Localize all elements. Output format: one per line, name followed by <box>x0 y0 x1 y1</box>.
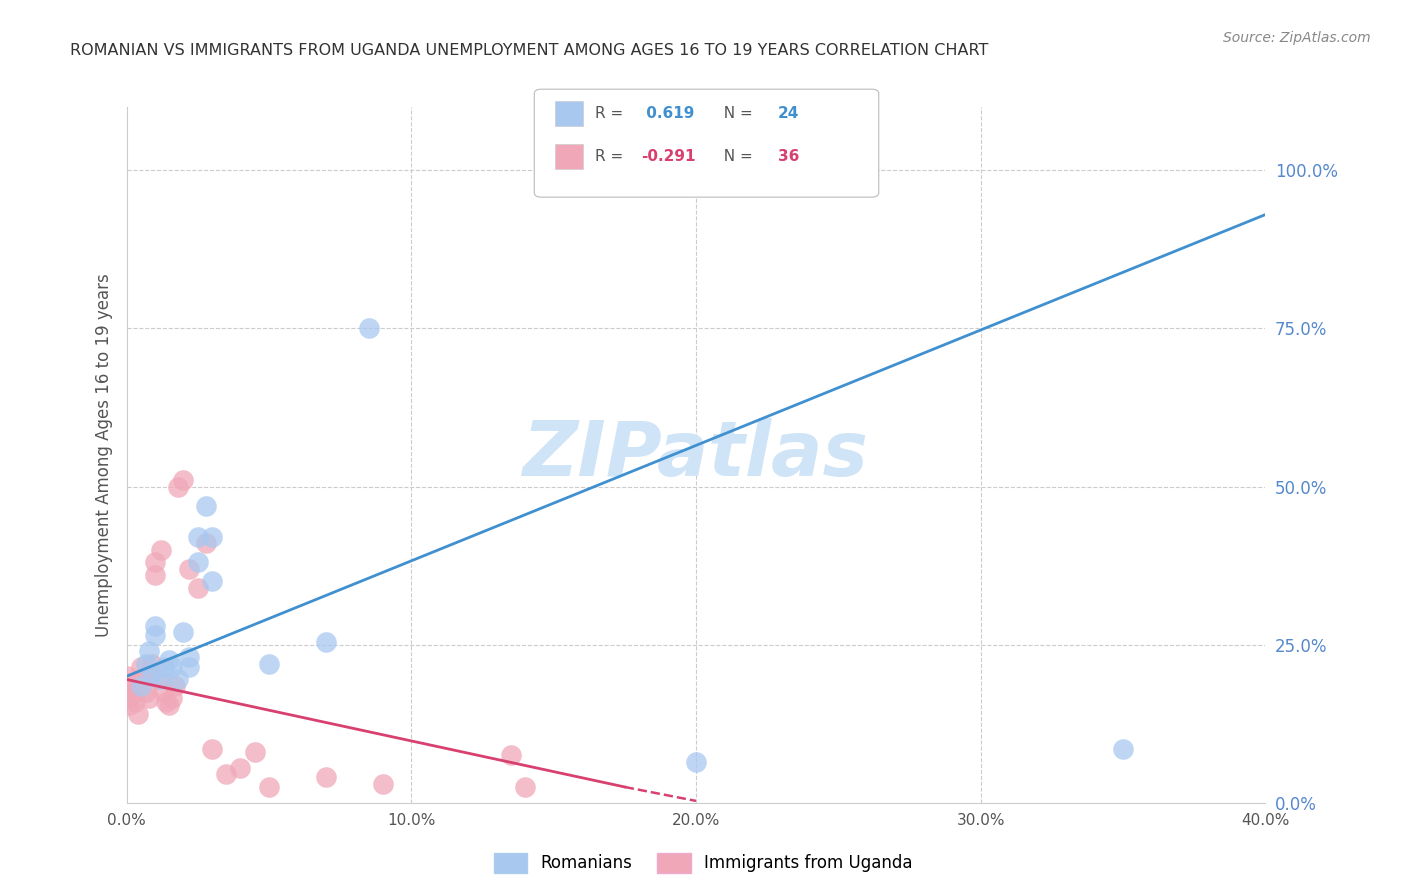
Text: N =: N = <box>714 149 758 163</box>
Point <box>141 666 163 681</box>
Point <box>149 673 172 687</box>
Point <box>160 691 183 706</box>
Point <box>118 698 141 712</box>
Point <box>152 660 174 674</box>
Point <box>187 530 209 544</box>
Point <box>172 625 194 640</box>
Point <box>115 685 138 699</box>
Text: Source: ZipAtlas.com: Source: ZipAtlas.com <box>1223 31 1371 45</box>
Point <box>315 634 337 648</box>
Point <box>138 644 160 658</box>
Point <box>163 679 186 693</box>
Point <box>229 761 252 775</box>
Point <box>195 499 218 513</box>
Text: ROMANIAN VS IMMIGRANTS FROM UGANDA UNEMPLOYMENT AMONG AGES 16 TO 19 YEARS CORREL: ROMANIAN VS IMMIGRANTS FROM UGANDA UNEMP… <box>70 43 988 58</box>
Point <box>157 698 180 712</box>
Point <box>152 685 174 699</box>
Y-axis label: Unemployment Among Ages 16 to 19 years: Unemployment Among Ages 16 to 19 years <box>94 273 112 637</box>
Point <box>160 660 183 674</box>
Point <box>141 657 163 671</box>
Point <box>155 695 177 709</box>
Point <box>127 707 149 722</box>
Point <box>685 755 707 769</box>
Text: R =: R = <box>595 149 628 163</box>
Point <box>138 691 160 706</box>
Point <box>115 669 138 683</box>
Legend: Romanians, Immigrants from Uganda: Romanians, Immigrants from Uganda <box>486 847 920 880</box>
Text: N =: N = <box>714 106 758 120</box>
Point <box>1112 742 1135 756</box>
Point <box>195 536 218 550</box>
Point <box>129 660 152 674</box>
Point <box>149 542 172 557</box>
Point <box>146 673 169 687</box>
Point <box>121 688 143 702</box>
Point <box>143 556 166 570</box>
Point <box>179 562 201 576</box>
Point <box>499 748 522 763</box>
Point <box>143 628 166 642</box>
Point <box>157 653 180 667</box>
Point <box>135 657 157 671</box>
Point <box>143 568 166 582</box>
Point <box>215 767 238 781</box>
Point <box>118 691 141 706</box>
Text: 24: 24 <box>778 106 799 120</box>
Point <box>135 685 157 699</box>
Point <box>179 660 201 674</box>
Point <box>315 771 337 785</box>
Point <box>115 675 138 690</box>
Text: 0.619: 0.619 <box>641 106 695 120</box>
Point <box>357 321 380 335</box>
Text: -0.291: -0.291 <box>641 149 696 163</box>
Point <box>187 556 209 570</box>
Point <box>515 780 537 794</box>
Point <box>201 742 224 756</box>
Point <box>129 673 152 687</box>
Point <box>187 581 209 595</box>
Text: R =: R = <box>595 106 628 120</box>
Point <box>172 473 194 487</box>
Point <box>371 777 394 791</box>
Point <box>201 530 224 544</box>
Text: ZIPatlas: ZIPatlas <box>523 418 869 491</box>
Point <box>201 574 224 589</box>
Point <box>179 650 201 665</box>
Text: 36: 36 <box>778 149 799 163</box>
Point <box>257 780 280 794</box>
Point <box>257 657 280 671</box>
Point <box>129 679 152 693</box>
Point <box>243 745 266 759</box>
Point <box>166 673 188 687</box>
Point <box>143 618 166 632</box>
Point <box>166 479 188 493</box>
Point <box>124 695 146 709</box>
